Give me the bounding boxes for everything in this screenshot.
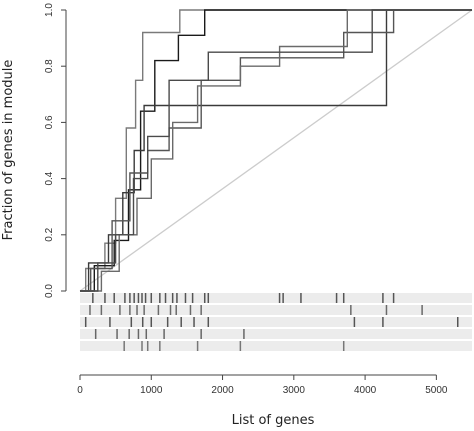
series-line — [80, 9, 472, 292]
y-tick-label: 0.8 — [44, 59, 55, 73]
x-tick-label: 1000 — [140, 385, 163, 396]
y-tick-label: 0.0 — [44, 284, 55, 298]
y-axis-title: Fraction of genes in module — [1, 60, 16, 241]
x-tick-label: 5000 — [425, 385, 448, 396]
rug-row-background — [80, 293, 472, 303]
rug-row-background — [80, 305, 472, 315]
x-tick-label: 0 — [77, 385, 83, 396]
axes: 0.0 0.2 0.4 0.6 0.8 1.0 0 1000 2000 3000 4000 5000 — [44, 3, 448, 396]
rug-row-background — [80, 317, 472, 327]
rug-ticks — [84, 293, 459, 351]
series-line — [80, 9, 472, 292]
rug-row-background — [80, 329, 472, 339]
y-tick-label: 0.4 — [44, 171, 55, 185]
x-axis-title: List of genes — [232, 413, 315, 428]
diagonal-line — [79, 9, 473, 292]
x-tick-label: 4000 — [354, 385, 377, 396]
x-tick-label: 3000 — [283, 385, 306, 396]
series-line — [80, 9, 472, 292]
series-line — [80, 9, 472, 292]
x-tick-label: 2000 — [211, 385, 234, 396]
diagonal-reference — [79, 9, 473, 292]
y-tick-label: 0.6 — [44, 115, 55, 129]
rug-row-background — [80, 341, 472, 351]
rug-background — [80, 293, 472, 351]
y-tick-label: 1.0 — [44, 3, 55, 17]
series-lines — [80, 9, 472, 292]
y-tick-label: 0.2 — [44, 227, 55, 241]
